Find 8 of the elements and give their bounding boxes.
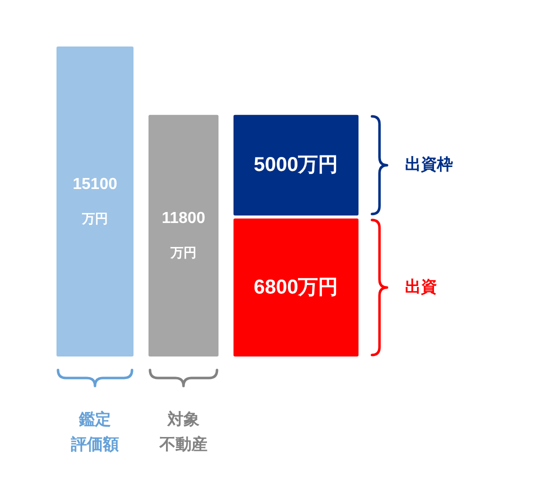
text: 出資枠 <box>405 156 453 174</box>
data-label: 5000万円 <box>254 154 338 176</box>
text: 出資 <box>405 278 437 296</box>
data-label: 15100万円 <box>72 176 118 226</box>
data-label: 6800万円 <box>254 276 338 299</box>
x-tick-label: 対象不動産 <box>158 410 208 454</box>
x-tick-label: 鑑定評価額 <box>70 410 119 454</box>
data-label: 11800万円 <box>162 210 206 260</box>
